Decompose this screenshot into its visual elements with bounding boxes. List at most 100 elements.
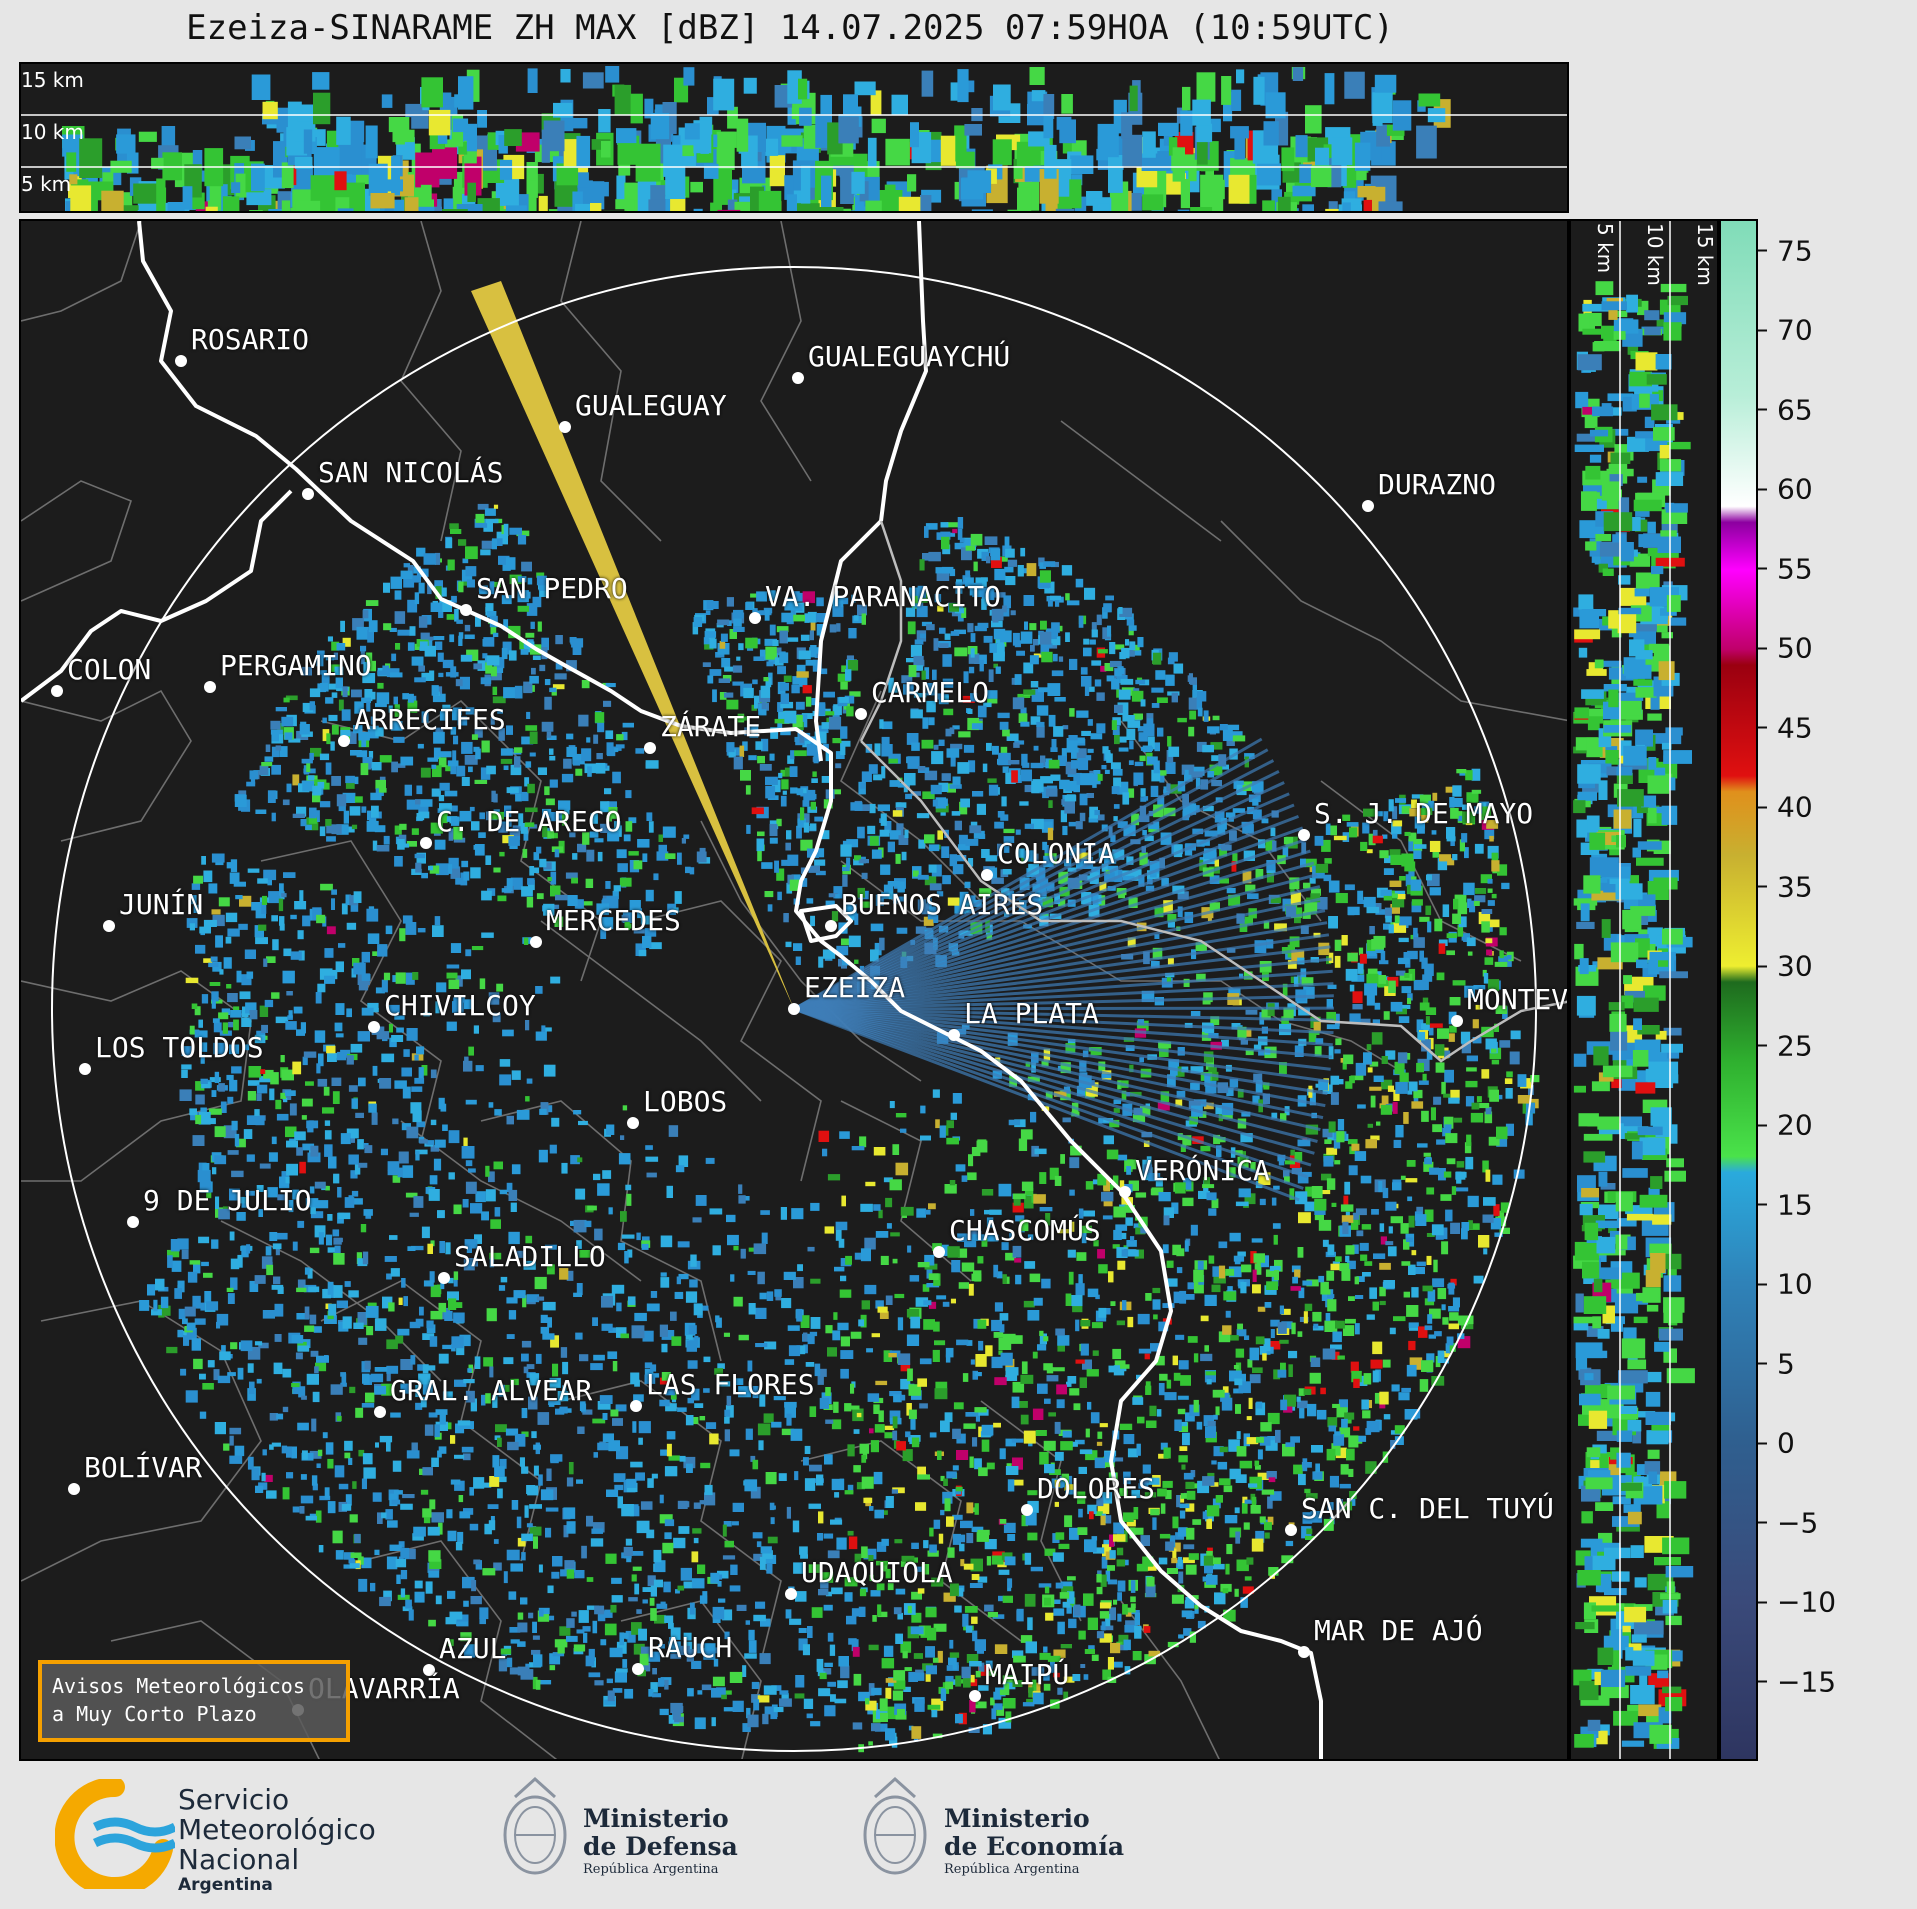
city-marker: [204, 681, 216, 693]
city-marker: [51, 685, 63, 697]
colorbar-tick-label: 60: [1758, 473, 1813, 506]
city-marker: [632, 1663, 644, 1675]
city-label: ZÁRATE: [660, 710, 762, 743]
city-label: JUNÍN: [119, 888, 204, 921]
avisos-notice-button[interactable]: Avisos Meteorológicos a Muy Corto Plazo: [38, 1660, 350, 1742]
city-marker: [788, 1003, 800, 1015]
city-marker: [68, 1483, 80, 1495]
city-marker: [627, 1117, 639, 1129]
colorbar-tick-label: 0: [1758, 1427, 1795, 1460]
colorbar-tick-label: −5: [1758, 1506, 1818, 1539]
city-label: VA. PARANACITO: [765, 580, 1002, 613]
city-marker: [792, 372, 804, 384]
colorbar-tick-label: −10: [1758, 1586, 1836, 1619]
city-label: DOLORES: [1037, 1472, 1156, 1505]
city-marker: [79, 1063, 91, 1075]
city-marker: [749, 612, 761, 624]
city-label: SAN PEDRO: [476, 572, 628, 605]
colorbar-tick-label: 50: [1758, 632, 1813, 665]
city-label: COLON: [67, 653, 152, 686]
city-marker: [559, 421, 571, 433]
colorbar-tick-label: 65: [1758, 393, 1813, 426]
city-marker: [175, 355, 187, 367]
city-label: LAS FLORES: [646, 1368, 815, 1401]
colorbar-tick-label: 55: [1758, 552, 1813, 585]
colorbar-tick-label: 75: [1758, 234, 1813, 267]
city-label: GUALEGUAY: [575, 389, 727, 422]
city-marker: [1451, 1015, 1463, 1027]
city-label: DURAZNO: [1378, 468, 1497, 501]
city-label: S. J. DE MAYO: [1314, 797, 1534, 830]
defensa-seal-icon: [503, 1776, 567, 1875]
city-label: GRAL. ALVEAR: [390, 1374, 593, 1407]
colorbar-tick-label: −15: [1758, 1665, 1836, 1698]
city-marker: [630, 1400, 642, 1412]
colorbar-tick-label: 45: [1758, 711, 1813, 744]
smn-line-3: Nacional: [178, 1843, 300, 1876]
city-label: AZUL: [439, 1632, 507, 1665]
city-label: BOLÍVAR: [84, 1451, 203, 1484]
smn-logo-icon: [55, 1779, 175, 1889]
defensa-line-1: Ministerio: [583, 1804, 729, 1833]
top-alt-label-10km: 10 km: [21, 120, 84, 144]
chart-title: Ezeiza-SINARAME ZH MAX [dBZ] 14.07.2025 …: [186, 8, 1394, 48]
city-marker: [825, 920, 837, 932]
city-label: CHIVILCOY: [384, 989, 536, 1022]
city-marker: [338, 735, 350, 747]
right-alt-label-15km: 15 km: [1693, 223, 1717, 286]
colorbar-ticks: 75 70 65 60 55 50 45 40 35 30 25 20 15 10 5 0 −5 −10 −15: [1758, 219, 1908, 1761]
colorbar-tick-label: 10: [1758, 1268, 1813, 1301]
smn-line-1: Servicio: [178, 1783, 290, 1816]
city-marker: [460, 604, 472, 616]
city-label: CARMELO: [871, 676, 990, 709]
city-marker: [420, 837, 432, 849]
radar-map-panel[interactable]: ROSARIO GUALEGUAYCHÚ GUALEGUAY SAN NICOLÁS D…: [19, 219, 1569, 1761]
city-marker: [1298, 829, 1310, 841]
top-cross-section-panel: 15 km 10 km 5 km: [19, 62, 1569, 213]
right-alt-label-5km: 5 km: [1593, 223, 1617, 274]
smn-line-4: Argentina: [178, 1875, 273, 1895]
economia-seal-icon: [863, 1776, 927, 1875]
city-label: GUALEGUAYCHÚ: [808, 340, 1011, 373]
city-marker: [1362, 500, 1374, 512]
city-marker: [1298, 1646, 1310, 1658]
city-marker: [644, 742, 656, 754]
city-marker: [302, 488, 314, 500]
city-label: ROSARIO: [191, 323, 310, 356]
defensa-line-2: de Defensa: [583, 1832, 738, 1861]
economia-line-3: República Argentina: [944, 1862, 1080, 1877]
top-cross-section-graphic: [21, 66, 1567, 211]
city-label: SAN C. DEL TUYÚ: [1301, 1492, 1554, 1525]
city-label: LA PLATA: [964, 997, 1099, 1030]
top-alt-label-15km: 15 km: [21, 68, 84, 92]
colorbar-tick-label: 20: [1758, 1109, 1813, 1142]
economia-line-1: Ministerio: [944, 1804, 1090, 1833]
footer-logos: Servicio Meteorológico Nacional Argentin…: [0, 1761, 1917, 1909]
colorbar-tick-label: 25: [1758, 1029, 1813, 1062]
colorbar-tick-label: 70: [1758, 314, 1813, 347]
dbz-colorbar: [1719, 219, 1758, 1761]
city-marker: [785, 1588, 797, 1600]
city-label: ARRECIFES: [354, 703, 506, 736]
city-label: COLONIA: [997, 837, 1116, 870]
city-marker: [969, 1690, 981, 1702]
city-label: SAN NICOLÁS: [318, 456, 504, 489]
colorbar-tick-label: 30: [1758, 950, 1813, 983]
city-label: PERGAMINO: [220, 649, 372, 682]
top-alt-label-5km: 5 km: [21, 172, 72, 196]
city-label: BUENOS AIRES: [841, 888, 1044, 921]
colorbar-tick-label: 15: [1758, 1188, 1813, 1221]
city-marker: [1119, 1186, 1131, 1198]
city-label: MAR DE AJÓ: [1314, 1614, 1483, 1647]
city-label: RAUCH: [648, 1631, 733, 1664]
city-marker: [368, 1021, 380, 1033]
city-label: UDAQUIOLA: [801, 1556, 953, 1589]
city-marker: [1285, 1524, 1297, 1536]
colorbar-tick-label: 40: [1758, 791, 1813, 824]
colorbar-tick-label: 35: [1758, 870, 1813, 903]
city-label: MERCEDES: [546, 904, 681, 937]
smn-line-2: Meteorológico: [178, 1813, 376, 1846]
right-cross-section-panel: 5 km 10 km 15 km: [1569, 219, 1719, 1761]
city-marker: [948, 1029, 960, 1041]
city-label: VERÓNICA: [1135, 1154, 1270, 1187]
